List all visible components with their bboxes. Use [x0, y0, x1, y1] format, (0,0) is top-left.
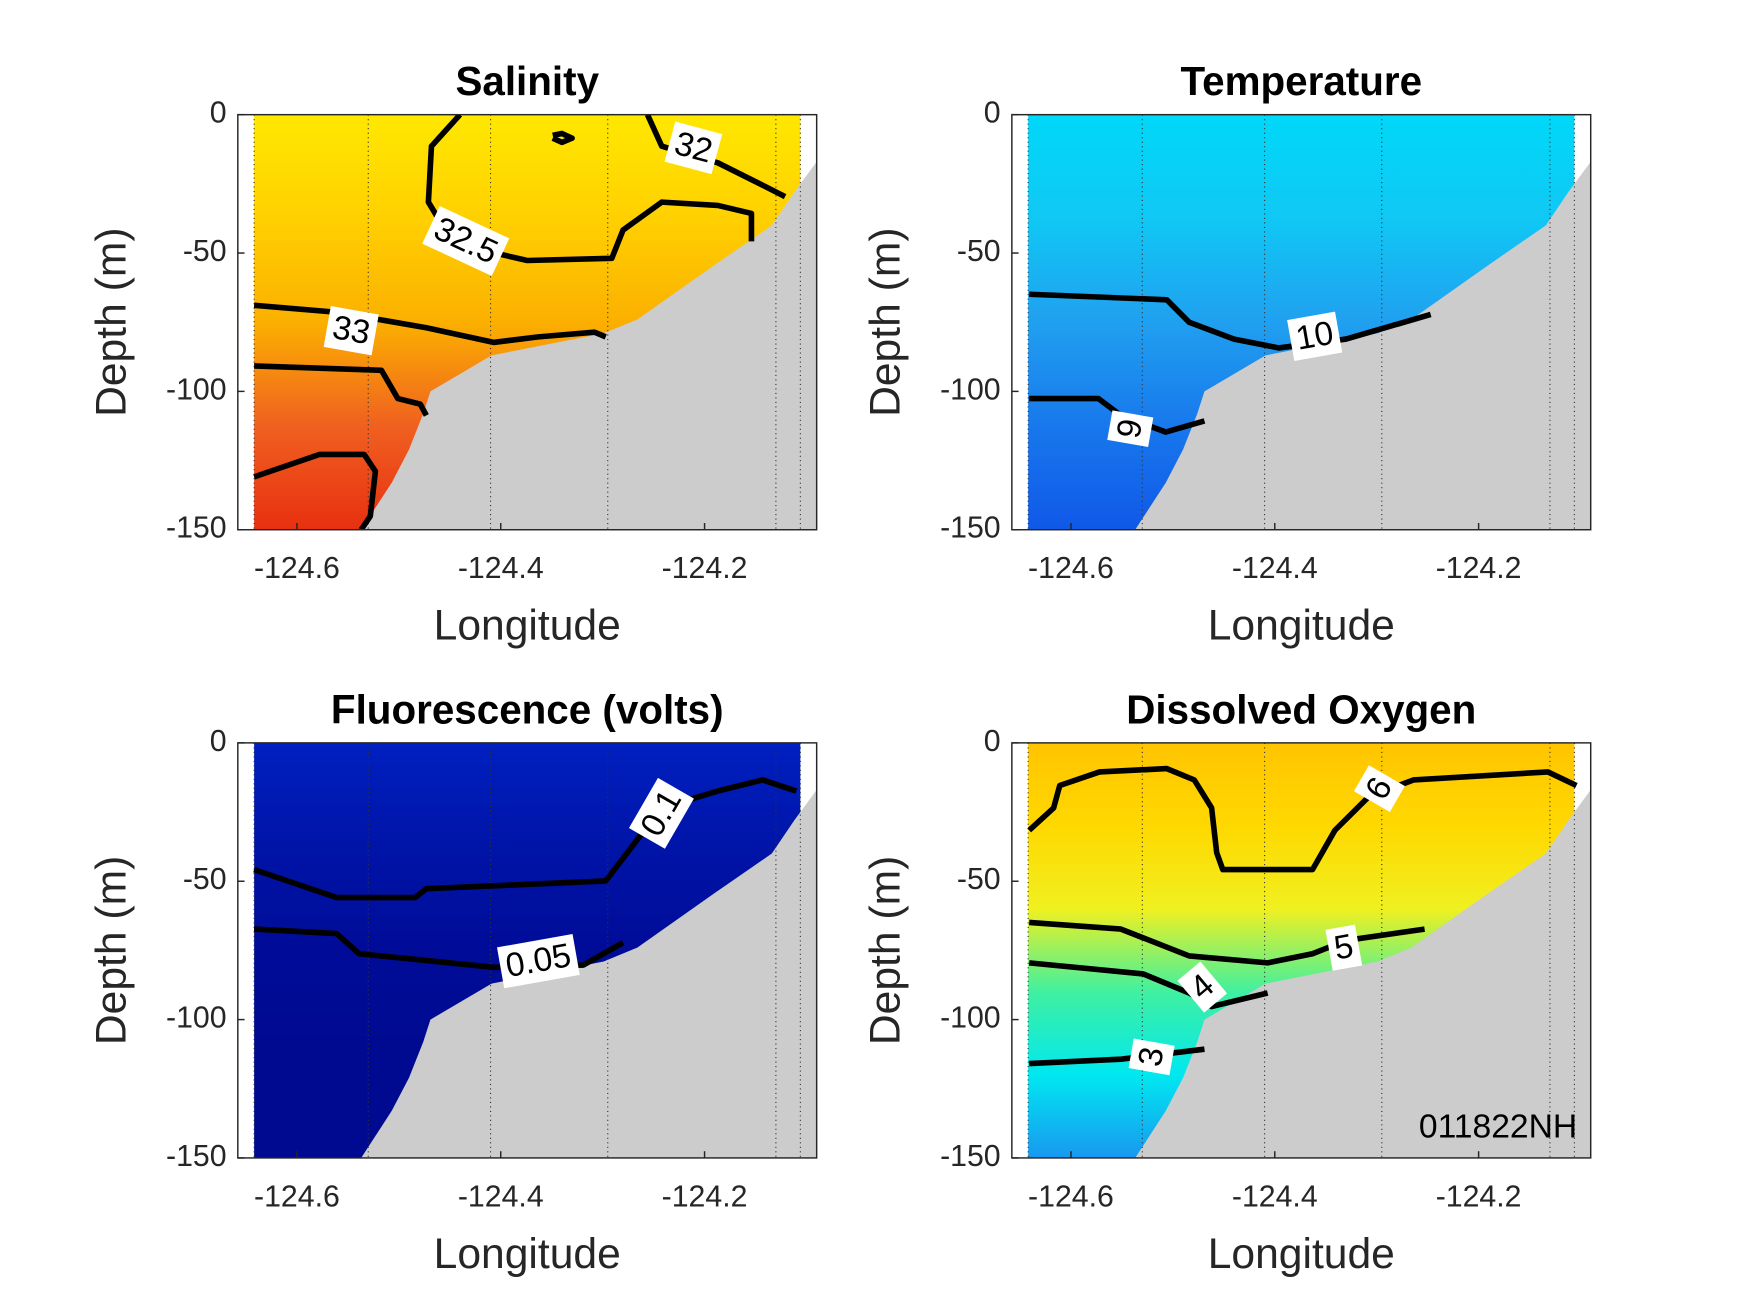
x-axis-label: Longitude: [434, 1230, 621, 1278]
panel: 10 9 -124.6 -124.4 -124.2 0 -50 -100 -150 Tempera…: [862, 58, 1592, 650]
contour-label-group: 3: [1128, 1038, 1175, 1076]
plot-area: [1027, 742, 1591, 1158]
seafloor: [361, 161, 817, 530]
contour-label-group: 10: [1287, 311, 1343, 361]
contour-label-box: [628, 777, 694, 849]
contour-label-box: [1177, 961, 1228, 1013]
axes-box: [237, 742, 818, 1159]
chart-title: Salinity: [455, 58, 599, 104]
seafloor: [361, 789, 817, 1158]
seafloor: [1135, 789, 1591, 1158]
y-tick-label: -100: [166, 373, 227, 406]
contour-label-group: 32: [664, 121, 723, 175]
contour-line: [551, 130, 575, 146]
x-tick-label: -124.2: [1436, 1180, 1522, 1213]
axes-box: [237, 113, 818, 531]
contour-label: 10: [1293, 315, 1336, 358]
contour-line: [1029, 291, 1432, 351]
x-tick-label: -124.6: [1028, 552, 1114, 585]
contour-line: [425, 114, 755, 264]
y-axis-label: Depth (m): [862, 856, 910, 1045]
contour-label-box: [422, 205, 510, 277]
y-tick-label: 0: [984, 97, 1001, 130]
y-tick-label: -50: [183, 235, 227, 268]
y-tick-label: -50: [183, 863, 227, 896]
x-axis-label: Longitude: [1208, 602, 1395, 650]
contour-label-box: [664, 121, 723, 175]
plot-area: [1027, 114, 1591, 530]
annotation: 011822NH: [1419, 1109, 1577, 1146]
contour-label-box: [323, 306, 379, 356]
contour-label-group: 5: [1325, 924, 1363, 971]
contour-label-group: 0.05: [497, 934, 580, 989]
chart-title: Fluorescence (volts): [331, 686, 724, 732]
y-axis-label: Depth (m): [862, 227, 910, 416]
x-axis-label: Longitude: [1208, 1230, 1395, 1278]
seafloor: [1135, 161, 1591, 530]
contour-label-box: [1353, 765, 1405, 812]
x-tick-label: -124.2: [1436, 552, 1522, 585]
x-tick-label: -124.6: [254, 1180, 340, 1213]
contour-line: [1029, 1046, 1205, 1067]
y-tick-label: -100: [940, 1002, 1001, 1035]
axes-box: [1011, 113, 1592, 531]
x-tick-label: -124.2: [662, 1180, 748, 1213]
plot-area: [253, 742, 817, 1158]
panel: 0.10.05-124.6 -124.4 -124.20-50-100-150Flu…: [88, 686, 818, 1278]
y-tick-label: -50: [957, 235, 1001, 268]
x-tick-label: -124.4: [1232, 552, 1318, 585]
contour-label-group: 33: [323, 306, 379, 356]
y-tick-label: -100: [940, 373, 1001, 406]
contour-line: [254, 363, 429, 417]
axes-box: [1011, 742, 1592, 1159]
chart-title: Dissolved Oxygen: [1126, 686, 1476, 732]
y-tick-label: 0: [210, 97, 227, 130]
y-tick-label: 0: [210, 725, 227, 758]
y-tick-label: -100: [166, 1002, 227, 1035]
y-axis-label: Depth (m): [88, 227, 136, 416]
y-tick-label: 0: [984, 725, 1001, 758]
x-tick-label: -124.2: [662, 552, 748, 585]
chart-title: Temperature: [1180, 58, 1422, 104]
x-tick-label: -124.4: [1232, 1180, 1318, 1213]
y-axis-label: Depth (m): [88, 856, 136, 1045]
contour-line: [644, 114, 787, 200]
contour-label-group: 9: [1107, 410, 1154, 448]
contour-line: [253, 926, 625, 971]
y-tick-label: -50: [957, 863, 1001, 896]
x-axis-label: Longitude: [434, 602, 621, 650]
contour-line: [253, 777, 798, 901]
contour-label-box: [497, 934, 580, 989]
contour-label-box: [1325, 924, 1363, 971]
contour-label: 33: [330, 309, 373, 352]
contour-line: [253, 451, 379, 530]
x-tick-label: -124.6: [254, 552, 340, 585]
y-tick-label: -150: [940, 512, 1001, 545]
y-tick-label: -150: [166, 1140, 227, 1173]
contour-label-box: [1128, 1038, 1175, 1076]
contour-label-box: [1287, 311, 1343, 361]
y-tick-label: -150: [166, 512, 227, 545]
contour-label-box: [1107, 410, 1154, 448]
x-tick-label: -124.6: [1028, 1180, 1114, 1213]
x-tick-label: -124.4: [458, 1180, 544, 1213]
y-tick-label: -150: [940, 1140, 1001, 1173]
x-tick-label: -124.4: [458, 552, 544, 585]
